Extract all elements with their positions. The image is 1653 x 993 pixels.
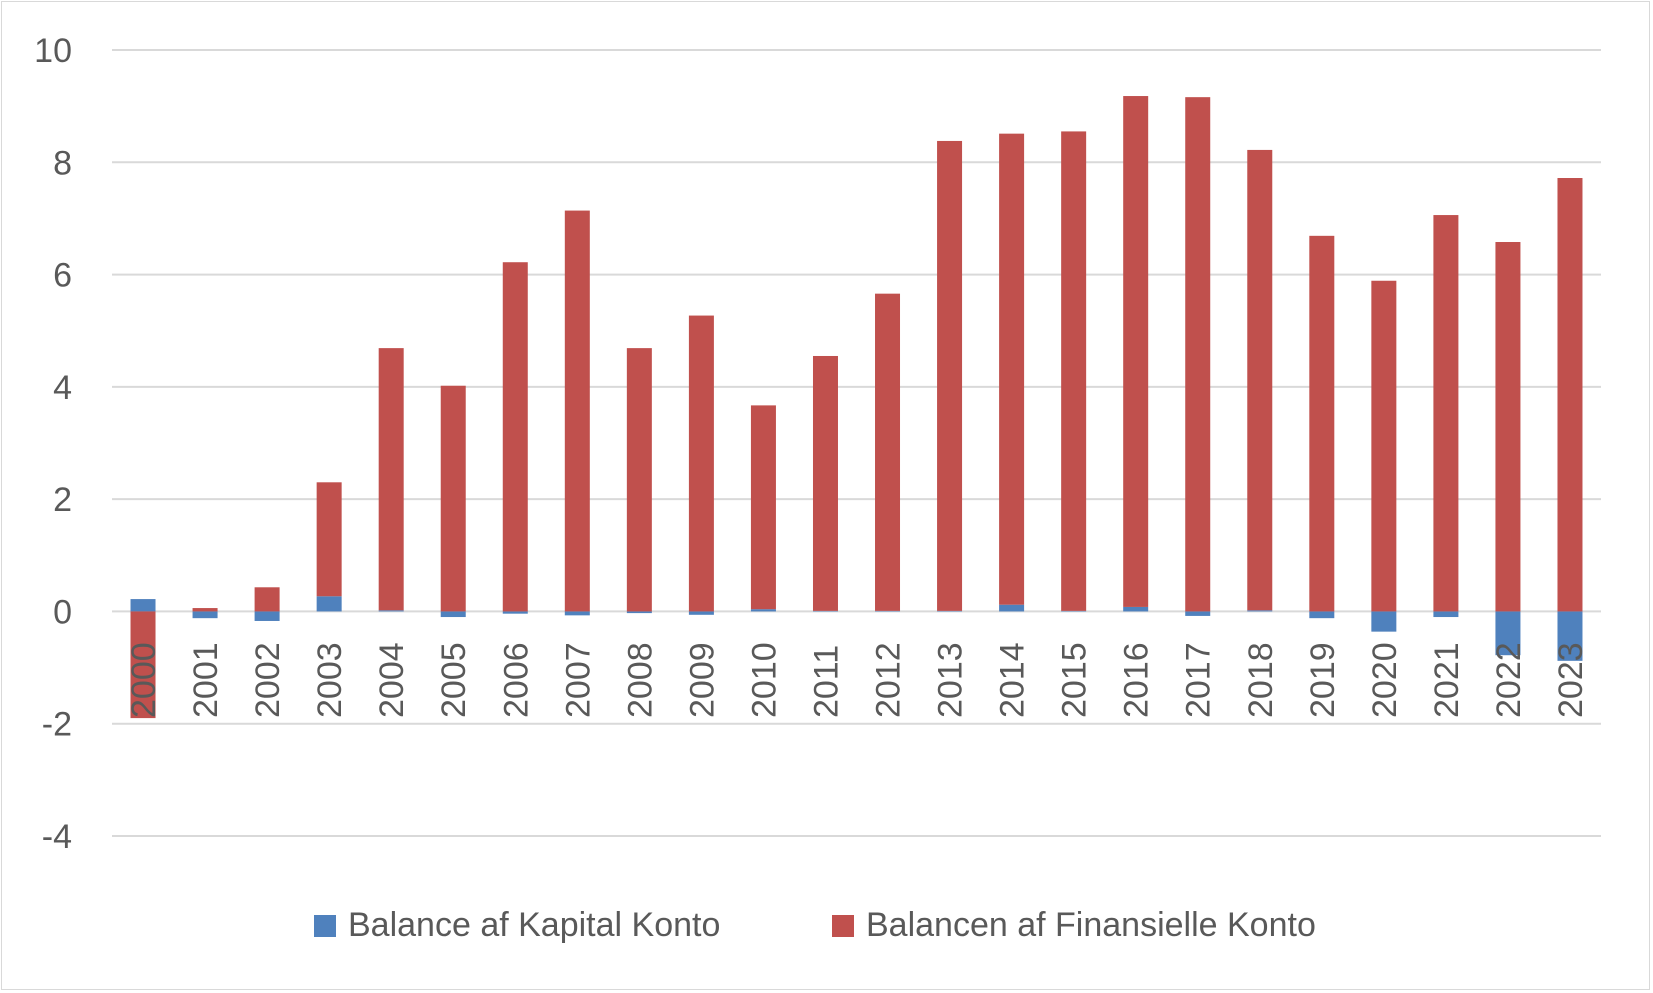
x-tick-label: 2023 (1552, 642, 1590, 718)
bar-kapital-konto (316, 596, 342, 612)
x-tick-label: 2014 (994, 642, 1032, 718)
x-tick-label: 2019 (1304, 642, 1342, 718)
bar-kapital-konto (502, 611, 528, 614)
y-tick-label: 0 (53, 593, 72, 631)
bar-finansielle-konto (1061, 131, 1087, 611)
legend-swatch (832, 915, 854, 937)
bar-finansielle-konto (1309, 235, 1335, 612)
y-tick-label: -2 (42, 706, 72, 744)
bar-kapital-konto (1433, 611, 1459, 618)
legend-label: Balancen af Finansielle Konto (866, 906, 1316, 944)
x-tick-label: 2021 (1428, 642, 1466, 718)
x-tick-label: 2015 (1056, 642, 1094, 718)
bar-finansielle-konto (1495, 242, 1521, 612)
bar-finansielle-konto (502, 262, 528, 612)
bar-kapital-konto (564, 611, 590, 616)
legend-label: Balance af Kapital Konto (348, 906, 720, 944)
bar-kapital-konto (750, 609, 776, 612)
bars (130, 96, 1583, 719)
bar-kapital-konto (440, 611, 466, 618)
bar-kapital-konto (626, 611, 652, 614)
bar-finansielle-konto (1371, 280, 1397, 612)
gridlines (112, 49, 1601, 837)
x-tick-label: 2018 (1242, 642, 1280, 718)
y-tick-label: 2 (53, 481, 72, 519)
bar-kapital-konto (1495, 611, 1521, 656)
bar-finansielle-konto (1123, 96, 1149, 607)
bar-finansielle-konto (999, 133, 1025, 605)
bar-kapital-konto (1371, 611, 1397, 632)
x-tick-label: 2008 (621, 642, 659, 718)
y-axis-ticks: -4 -2 0 2 4 6 8 10 (34, 32, 72, 856)
bar-finansielle-konto (440, 385, 466, 612)
x-tick-label: 2022 (1490, 642, 1528, 718)
y-tick-label: 8 (53, 144, 72, 182)
bar-kapital-konto (1185, 611, 1211, 616)
x-tick-label: 2009 (683, 642, 721, 718)
bar-finansielle-konto (688, 315, 714, 612)
bar-finansielle-konto (937, 140, 963, 611)
bar-kapital-konto (254, 611, 280, 621)
bar-finansielle-konto (316, 482, 342, 597)
bar-finansielle-konto (1557, 178, 1583, 612)
bar-finansielle-konto (750, 405, 776, 610)
x-tick-label: 2004 (373, 642, 411, 718)
x-tick-label: 2005 (435, 642, 473, 718)
bar-finansielle-konto (254, 587, 280, 612)
bar-finansielle-konto (1247, 149, 1273, 611)
bar-finansielle-konto (564, 210, 590, 612)
bar-kapital-konto (1247, 610, 1273, 612)
x-tick-label: 2010 (745, 642, 783, 718)
x-tick-label: 2001 (187, 642, 225, 718)
bar-finansielle-konto (875, 293, 901, 611)
x-tick-label: 2017 (1180, 642, 1218, 718)
x-tick-label: 2002 (249, 642, 287, 718)
y-tick-label: 6 (53, 257, 72, 295)
bar-finansielle-konto (1185, 97, 1211, 612)
bar-finansielle-konto (130, 611, 156, 719)
x-tick-label: 2011 (807, 645, 845, 718)
x-tick-label: 2013 (932, 642, 970, 718)
y-tick-label: 10 (34, 32, 72, 70)
x-tick-label: 2000 (125, 642, 163, 718)
bar-kapital-konto (875, 610, 901, 612)
x-tick-label: 2006 (497, 642, 535, 718)
x-axis-ticks: 2000 2001 2002 2003 2004 2005 2006 2007 2008 2009… (125, 642, 1590, 718)
x-tick-label: 2007 (559, 642, 597, 718)
bar-kapital-konto (937, 610, 963, 612)
bar-finansielle-konto (192, 608, 218, 612)
bar-finansielle-konto (626, 348, 652, 612)
y-tick-label: 4 (53, 369, 72, 407)
x-tick-label: 2016 (1118, 642, 1156, 718)
bar-finansielle-konto (812, 355, 838, 611)
bar-kapital-konto (1557, 611, 1583, 661)
bar-kapital-konto (812, 610, 838, 612)
legend: Balance af Kapital Konto Balancen af Fina… (314, 906, 1316, 944)
bar-kapital-konto (1123, 606, 1149, 612)
bar-kapital-konto (1309, 611, 1335, 619)
bar-finansielle-konto (378, 348, 404, 611)
x-tick-label: 2003 (311, 642, 349, 718)
bar-finansielle-konto (1433, 215, 1459, 612)
x-tick-label: 2012 (870, 642, 908, 718)
bar-kapital-konto (1061, 610, 1087, 612)
bar-kapital-konto (130, 599, 156, 612)
bar-kapital-konto (688, 611, 714, 615)
bar-kapital-konto (192, 611, 218, 619)
y-tick-label: -4 (42, 818, 72, 856)
bar-kapital-konto (999, 604, 1025, 612)
legend-swatch (314, 915, 336, 937)
x-tick-label: 2020 (1366, 642, 1404, 718)
bar-kapital-konto (378, 610, 404, 612)
